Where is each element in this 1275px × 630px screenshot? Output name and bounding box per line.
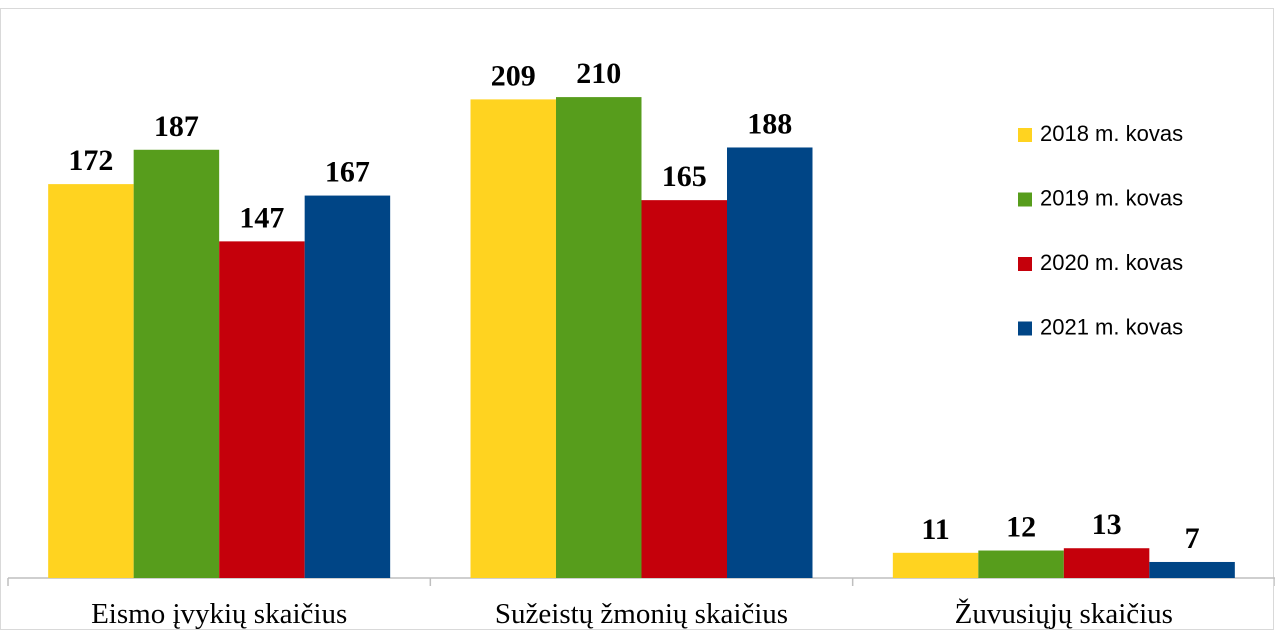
- legend: 2018 m. kovas 2019 m. kovas 2020 m. kovas 2…: [1018, 121, 1183, 340]
- data-label-2021-m-kovas-zuvusiuju-skaicius: 7: [1185, 522, 1200, 555]
- data-label-2020-m-kovas-suzeistu-zmoniu-skaicius: 165: [662, 160, 707, 193]
- legend-label-2020-m-kovas: 2020 m. kovas: [1040, 250, 1183, 275]
- data-label-2018-m-kovas-zuvusiuju-skaicius: 11: [921, 513, 949, 546]
- bar-2020-m-kovas-zuvusiuju-skaicius: [1063, 548, 1150, 578]
- legend-label-2019-m-kovas: 2019 m. kovas: [1040, 186, 1183, 211]
- data-label-2021-m-kovas-eismo-ivykiu-skaicius: 167: [325, 156, 370, 189]
- category-label-eismo-ivykiu-skaicius: Eismo įvykių skaičius: [91, 598, 347, 630]
- data-label-2020-m-kovas-zuvusiuju-skaicius: 13: [1092, 508, 1122, 541]
- bar-2018-m-kovas-suzeistu-zmoniu-skaicius: [470, 99, 556, 578]
- x-axis-ticks: [7, 578, 1275, 586]
- data-labels-group: 172 187 147 167 209 210 165 188 11 12 13 7: [68, 57, 1199, 555]
- bar-2021-m-kovas-suzeistu-zmoniu-skaicius: [727, 147, 813, 579]
- legend-label-2021-m-kovas: 2021 m. kovas: [1040, 315, 1183, 340]
- data-label-2018-m-kovas-suzeistu-zmoniu-skaicius: 209: [491, 59, 536, 92]
- category-labels-group: Eismo įvykių skaičius Sužeistų žmonių ska…: [91, 597, 1173, 630]
- data-label-2019-m-kovas-suzeistu-zmoniu-skaicius: 210: [576, 57, 621, 90]
- data-label-2020-m-kovas-eismo-ivykiu-skaicius: 147: [239, 201, 284, 234]
- bar-2020-m-kovas-suzeistu-zmoniu-skaicius: [641, 200, 727, 578]
- bar-2020-m-kovas-eismo-ivykiu-skaicius: [219, 241, 305, 578]
- bars-group: [48, 97, 1235, 579]
- bar-2019-m-kovas-zuvusiuju-skaicius: [978, 550, 1064, 578]
- data-label-2021-m-kovas-suzeistu-zmoniu-skaicius: 188: [747, 107, 792, 140]
- category-label-suzeistu-zmoniu-skaicius: Sužeistų žmonių skaičius: [495, 598, 788, 630]
- legend-label-2018-m-kovas: 2018 m. kovas: [1040, 121, 1183, 146]
- legend-swatch-2021-m-kovas: [1018, 321, 1032, 336]
- legend-swatch-2020-m-kovas: [1018, 257, 1032, 271]
- data-label-2018-m-kovas-eismo-ivykiu-skaicius: 172: [68, 144, 113, 177]
- bar-2021-m-kovas-eismo-ivykiu-skaicius: [304, 195, 391, 578]
- data-label-2019-m-kovas-zuvusiuju-skaicius: 12: [1006, 511, 1036, 544]
- bar-2018-m-kovas-zuvusiuju-skaicius: [892, 552, 979, 578]
- bar-2019-m-kovas-suzeistu-zmoniu-skaicius: [556, 97, 642, 578]
- bar-2019-m-kovas-eismo-ivykiu-skaicius: [133, 149, 220, 578]
- legend-swatch-2019-m-kovas: [1018, 192, 1032, 207]
- category-label-zuvusiuju-skaicius: Žuvusiųjų skaičius: [955, 597, 1173, 630]
- data-label-2019-m-kovas-eismo-ivykiu-skaicius: 187: [154, 110, 199, 143]
- bar-2021-m-kovas-zuvusiuju-skaicius: [1149, 561, 1235, 578]
- legend-swatch-2018-m-kovas: [1018, 128, 1032, 142]
- bar-2018-m-kovas-eismo-ivykiu-skaicius: [48, 184, 134, 578]
